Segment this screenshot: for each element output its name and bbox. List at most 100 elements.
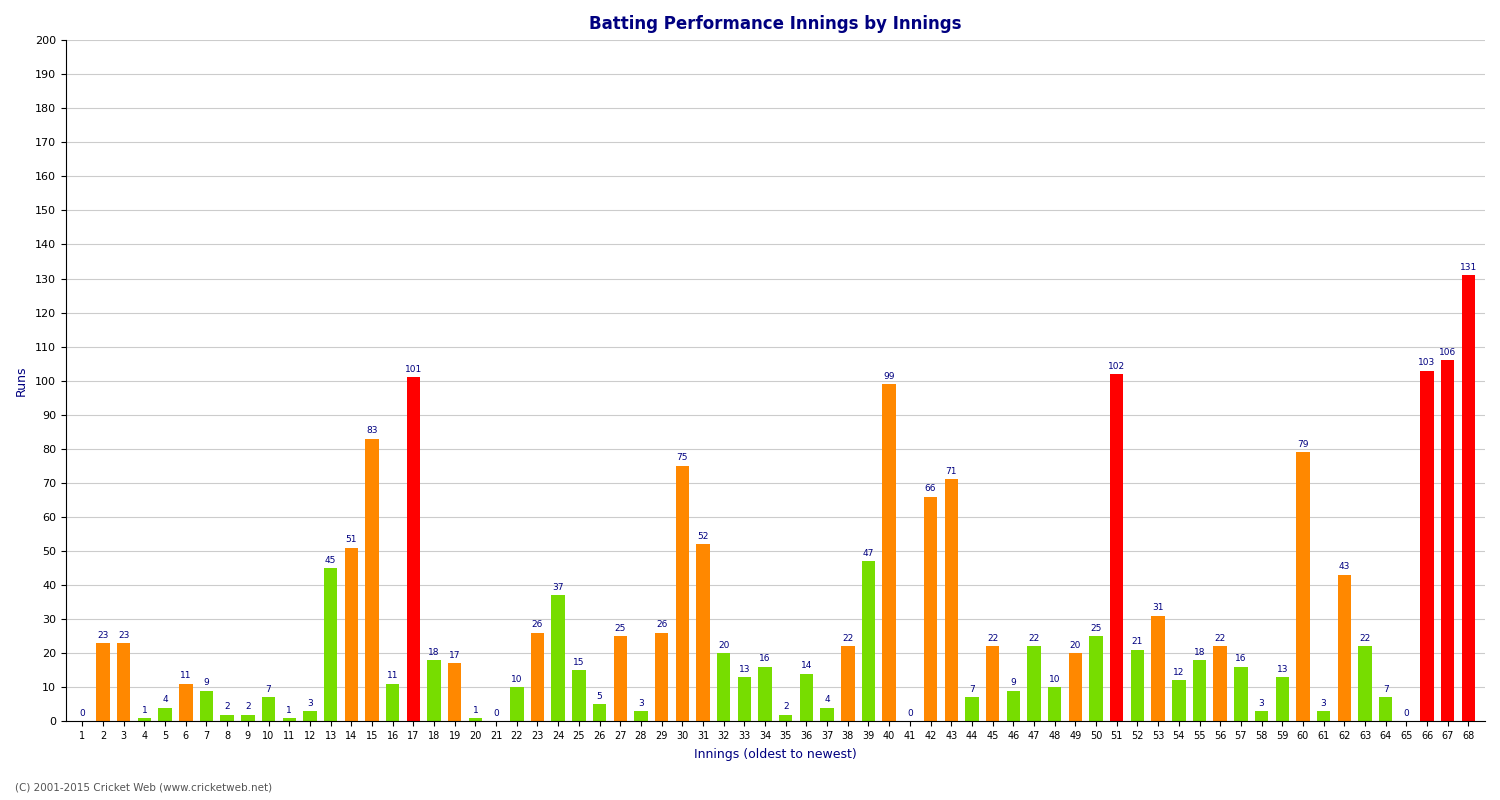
Text: 101: 101 — [405, 365, 422, 374]
Text: 25: 25 — [1090, 624, 1101, 633]
Text: 10: 10 — [1048, 675, 1060, 684]
Text: 43: 43 — [1338, 562, 1350, 571]
Bar — [220, 714, 234, 722]
Bar — [614, 636, 627, 722]
Text: 20: 20 — [718, 641, 729, 650]
Bar — [964, 698, 978, 722]
Bar — [738, 677, 752, 722]
Text: 22: 22 — [1359, 634, 1371, 643]
Text: 16: 16 — [759, 654, 771, 663]
Text: 2: 2 — [225, 702, 230, 711]
Text: 1: 1 — [472, 706, 478, 714]
Bar — [1192, 660, 1206, 722]
Bar — [96, 643, 109, 722]
Bar — [1275, 677, 1288, 722]
Text: 103: 103 — [1419, 358, 1436, 367]
X-axis label: Innings (oldest to newest): Innings (oldest to newest) — [694, 748, 856, 761]
Text: 2: 2 — [783, 702, 789, 711]
Bar — [448, 663, 462, 722]
Bar — [282, 718, 296, 722]
Text: 45: 45 — [326, 556, 336, 565]
Bar — [1296, 452, 1310, 722]
Text: 16: 16 — [1234, 654, 1246, 663]
Bar — [986, 646, 999, 722]
Bar — [882, 384, 896, 722]
Bar — [178, 684, 192, 722]
Bar — [1359, 646, 1371, 722]
Bar — [592, 704, 606, 722]
Text: 18: 18 — [429, 648, 439, 657]
Text: 0: 0 — [1404, 709, 1410, 718]
Text: 22: 22 — [1215, 634, 1225, 643]
Text: 10: 10 — [512, 675, 522, 684]
Bar — [924, 497, 938, 722]
Bar — [1317, 711, 1330, 722]
Bar — [717, 654, 730, 722]
Text: 13: 13 — [738, 665, 750, 674]
Text: 26: 26 — [656, 620, 668, 630]
Text: 4: 4 — [162, 695, 168, 704]
Text: 51: 51 — [345, 535, 357, 544]
Text: 22: 22 — [842, 634, 854, 643]
Text: 12: 12 — [1173, 668, 1185, 677]
Text: 3: 3 — [308, 698, 314, 708]
Bar — [778, 714, 792, 722]
Text: 7: 7 — [1383, 685, 1389, 694]
Bar — [1172, 681, 1185, 722]
Text: 18: 18 — [1194, 648, 1206, 657]
Bar — [1338, 575, 1352, 722]
Text: 9: 9 — [1011, 678, 1016, 687]
Y-axis label: Runs: Runs — [15, 366, 28, 396]
Text: 23: 23 — [118, 630, 129, 639]
Bar — [800, 674, 813, 722]
Text: 131: 131 — [1460, 262, 1478, 272]
Text: 1: 1 — [141, 706, 147, 714]
Bar — [406, 378, 420, 722]
Bar — [675, 466, 688, 722]
Bar — [345, 548, 358, 722]
Bar — [1378, 698, 1392, 722]
Bar — [510, 687, 524, 722]
Text: 71: 71 — [945, 467, 957, 476]
Text: 17: 17 — [448, 651, 460, 660]
Bar — [262, 698, 276, 722]
Bar — [945, 479, 958, 722]
Bar — [656, 633, 669, 722]
Text: 14: 14 — [801, 662, 812, 670]
Bar — [200, 690, 213, 722]
Bar — [117, 643, 130, 722]
Bar — [1028, 646, 1041, 722]
Text: 3: 3 — [1322, 698, 1326, 708]
Text: 22: 22 — [1029, 634, 1039, 643]
Bar — [427, 660, 441, 722]
Text: 9: 9 — [204, 678, 210, 687]
Text: 66: 66 — [926, 484, 936, 493]
Text: 75: 75 — [676, 454, 688, 462]
Text: 0: 0 — [80, 709, 86, 718]
Text: 0: 0 — [908, 709, 912, 718]
Text: 102: 102 — [1108, 362, 1125, 370]
Bar — [1048, 687, 1062, 722]
Bar — [1420, 370, 1434, 722]
Title: Batting Performance Innings by Innings: Batting Performance Innings by Innings — [590, 15, 962, 33]
Bar — [1214, 646, 1227, 722]
Bar — [862, 562, 874, 722]
Text: 83: 83 — [366, 426, 378, 435]
Text: 20: 20 — [1070, 641, 1082, 650]
Bar — [821, 708, 834, 722]
Text: 23: 23 — [98, 630, 108, 639]
Text: 15: 15 — [573, 658, 585, 667]
Bar — [552, 595, 566, 722]
Text: 11: 11 — [180, 671, 192, 681]
Text: 99: 99 — [884, 372, 896, 381]
Text: 79: 79 — [1298, 440, 1308, 449]
Text: 52: 52 — [698, 532, 708, 541]
Text: 11: 11 — [387, 671, 399, 681]
Bar — [138, 718, 152, 722]
Text: 1: 1 — [286, 706, 292, 714]
Bar — [1461, 275, 1474, 722]
Bar — [366, 438, 378, 722]
Bar — [1131, 650, 1144, 722]
Bar — [159, 708, 172, 722]
Bar — [572, 670, 585, 722]
